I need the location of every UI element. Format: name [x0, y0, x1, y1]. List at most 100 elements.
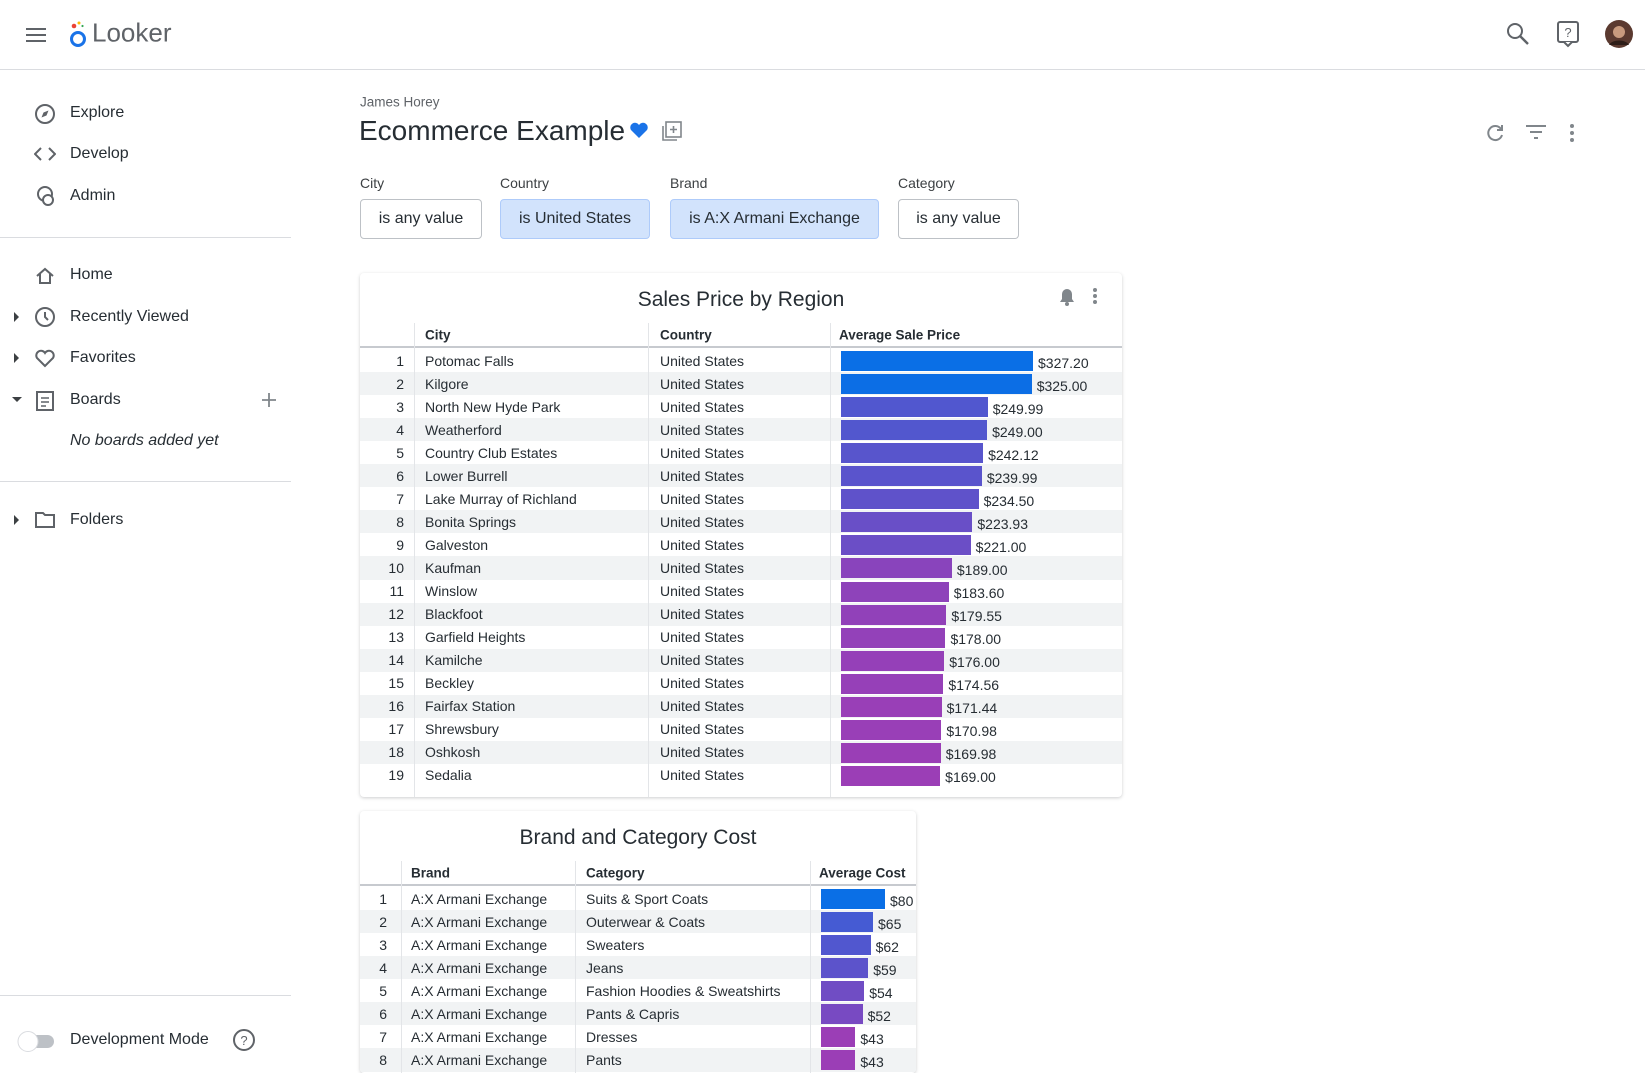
tile: Sales Price by Region City Country Average … — [360, 273, 1122, 797]
collapse-arrow[interactable] — [11, 395, 23, 405]
column-header: Average Cost — [819, 865, 906, 881]
nav-item[interactable]: Boards — [70, 391, 121, 408]
bar — [841, 558, 952, 579]
table-cell: Dresses — [586, 1028, 638, 1045]
help-button[interactable]: ? — [1555, 20, 1581, 48]
menu-button[interactable] — [24, 23, 48, 47]
bar-value-label: $169.98 — [945, 746, 997, 763]
column-header: Brand — [411, 865, 451, 881]
bar — [821, 1004, 863, 1025]
table-cell: Beckley — [425, 675, 475, 692]
table-cell: Outerwear & Coats — [586, 913, 706, 930]
favorite-button[interactable] — [628, 120, 650, 140]
row-number: 5 — [379, 982, 387, 999]
filter-label: Brand — [670, 175, 708, 191]
table-cell: United States — [660, 721, 745, 738]
bar-value-label: $223.93 — [977, 515, 1028, 532]
nav-item[interactable]: Admin — [70, 187, 116, 204]
folders-icon — [35, 512, 55, 528]
table-cell: A:X Armani Exchange — [411, 959, 548, 976]
bar — [841, 535, 971, 556]
row-background — [360, 602, 1122, 627]
add-board-button[interactable] — [261, 392, 277, 408]
reload-button[interactable] — [1484, 122, 1506, 144]
dev-mode-toggle[interactable] — [16, 1029, 60, 1053]
nav-item[interactable]: Explore — [70, 104, 125, 121]
tile-actions[interactable] — [1056, 285, 1106, 309]
bar-value-label: $242.12 — [988, 446, 1039, 463]
row-number: 1 — [379, 890, 387, 907]
filter-control[interactable]: is United States — [500, 199, 650, 239]
row-number: 16 — [388, 698, 404, 715]
table-cell: United States — [660, 398, 745, 415]
table-cell: Lower Burrell — [425, 467, 508, 484]
bar-value-label: $54 — [869, 984, 893, 1001]
table-cell: Pants — [586, 1051, 622, 1068]
table-cell: Kamilche — [425, 652, 483, 669]
filter-control[interactable]: is any value — [898, 199, 1019, 239]
admin-icon — [37, 186, 54, 206]
row-background — [360, 556, 1122, 581]
row-number: 1 — [396, 352, 404, 369]
bar-value-label: $239.99 — [986, 469, 1038, 486]
table-cell: United States — [660, 744, 745, 761]
bar — [821, 889, 885, 909]
filter-control[interactable]: is any value — [360, 199, 482, 239]
develop-icon — [34, 147, 56, 161]
filter-button[interactable] — [1525, 123, 1547, 141]
table-cell: United States — [660, 629, 745, 646]
table-cell: Sedalia — [425, 767, 472, 784]
avatar[interactable] — [1604, 19, 1634, 49]
bar-value-label: $174.56 — [948, 677, 1000, 694]
table-cell: United States — [660, 583, 745, 599]
header-rule — [360, 884, 916, 886]
bar-value-label: $43 — [860, 1053, 884, 1070]
bar — [841, 650, 945, 671]
bar-value-label: $43 — [860, 1030, 884, 1047]
bar — [821, 935, 871, 956]
recent-icon — [35, 307, 55, 327]
bar-value-label: $176.00 — [949, 654, 1000, 671]
nav-item[interactable]: Develop — [70, 145, 129, 162]
expand-arrow[interactable] — [12, 352, 22, 364]
row-background — [360, 464, 1122, 489]
table-cell: Jeans — [586, 959, 624, 976]
bar-value-label: $249.99 — [992, 400, 1044, 417]
nav-item[interactable]: Favorites — [70, 349, 136, 366]
row-number: 12 — [388, 606, 404, 623]
help-icon[interactable]: ? — [232, 1028, 256, 1052]
row-background — [360, 763, 1122, 788]
row-number: 9 — [396, 536, 404, 553]
expand-arrow[interactable] — [12, 514, 22, 526]
filter-label: Category — [898, 175, 955, 191]
filter-control[interactable]: is A:X Armani Exchange — [670, 199, 879, 239]
search-button[interactable] — [1505, 21, 1531, 47]
table-cell: United States — [660, 352, 745, 369]
header-rule — [360, 346, 1122, 348]
dev-mode-label: Development Mode — [70, 1031, 209, 1048]
explore-icon — [35, 104, 55, 124]
row-number: 15 — [388, 675, 404, 692]
table-cell: United States — [660, 698, 745, 715]
nav-item[interactable]: Home — [70, 266, 113, 283]
nav-item[interactable]: Folders — [70, 511, 124, 528]
row-number: 6 — [396, 467, 404, 484]
row-background — [360, 625, 1122, 650]
column-separator — [810, 861, 811, 1073]
nav-item[interactable]: Recently Viewed — [70, 308, 189, 325]
bar-value-label: $183.60 — [953, 585, 1005, 601]
row-number: 8 — [379, 1051, 387, 1068]
bar — [841, 420, 988, 441]
bar-value-label: $221.00 — [975, 538, 1027, 555]
more-button[interactable] — [1566, 122, 1578, 144]
tile: Brand and Category Cost Brand Category Aver… — [360, 811, 916, 1073]
row-background — [360, 740, 1122, 765]
expand-arrow[interactable] — [12, 311, 22, 323]
divider — [0, 237, 291, 238]
bar — [841, 374, 1032, 395]
svg-text:?: ? — [240, 1033, 247, 1048]
table-cell: Sweaters — [586, 936, 645, 953]
add-to-board-button[interactable] — [661, 120, 683, 142]
row-number: 5 — [396, 444, 404, 461]
table-cell: Fashion Hoodies & Sweatshirts — [586, 982, 781, 999]
